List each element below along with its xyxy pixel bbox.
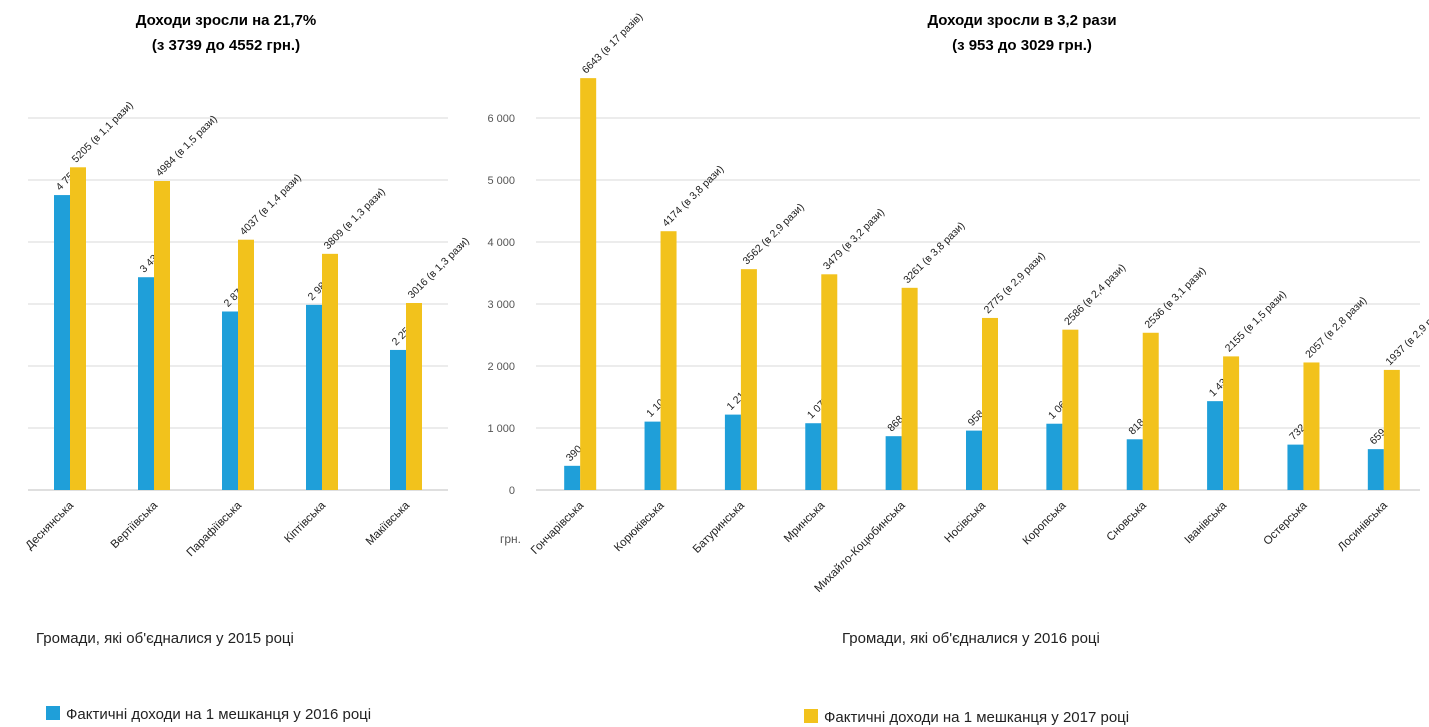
bar-2017 bbox=[1142, 332, 1159, 490]
category-label: Макіївська bbox=[364, 499, 413, 548]
y-axis-unit: грн. bbox=[500, 532, 521, 546]
bar-2016 bbox=[564, 465, 581, 490]
category-label: Батуринська bbox=[691, 499, 747, 555]
data-label-2017: 4984 (в 1,5 рази) bbox=[154, 113, 220, 179]
y-tick-label: 1 000 bbox=[487, 423, 515, 435]
bar-2016 bbox=[1046, 423, 1063, 490]
data-label-2017: 3261 (в 3,8 рази) bbox=[901, 220, 967, 286]
bar-2016 bbox=[222, 311, 238, 490]
category-label: Парафіївська bbox=[185, 499, 245, 559]
category-label: Лосинівська bbox=[1336, 499, 1390, 553]
bar-2016 bbox=[306, 304, 322, 490]
right-chart-title: Доходи зросли в 3,2 рази bbox=[927, 12, 1116, 29]
data-label-2017: 2775 (в 2,9 рази) bbox=[982, 250, 1048, 316]
bar-2016 bbox=[1367, 449, 1384, 490]
bar-2017 bbox=[1303, 362, 1320, 490]
bar-2016 bbox=[390, 349, 406, 490]
y-tick-label: 6 000 bbox=[487, 113, 515, 125]
bar-2017 bbox=[406, 303, 422, 490]
category-label: Коропська bbox=[1021, 499, 1069, 547]
legend-swatch-2016 bbox=[46, 706, 60, 720]
bar-2017 bbox=[821, 274, 838, 490]
data-label-2017: 2536 (в 3,1 рази) bbox=[1142, 265, 1208, 331]
bar-2016 bbox=[1126, 439, 1143, 490]
bar-2017 bbox=[70, 167, 86, 491]
data-label-2017: 3562 (в 2,9 рази) bbox=[741, 201, 807, 267]
data-label-2017: 6643 (в 17 разів) bbox=[580, 11, 646, 77]
category-label: Корюківська bbox=[612, 499, 667, 554]
data-label-2017: 4037 (в 1,4 рази) bbox=[238, 172, 304, 238]
data-label-2017: 5205 (в 1,1 рази) bbox=[70, 99, 136, 165]
right-chart-subtitle: (з 953 до 3029 грн.) bbox=[952, 37, 1092, 54]
data-label-2017: 2155 (в 1,5 рази) bbox=[1223, 288, 1289, 354]
bar-2016 bbox=[805, 423, 822, 490]
bar-2017 bbox=[580, 78, 597, 490]
bar-2016 bbox=[885, 436, 902, 490]
legend-swatch-2017 bbox=[804, 709, 818, 723]
bar-2016 bbox=[724, 414, 741, 490]
bar-2016 bbox=[966, 430, 982, 490]
category-label: Остерська bbox=[1261, 499, 1310, 548]
category-label: Михайло-Коцюбинська bbox=[813, 499, 909, 595]
y-tick-label: 5 000 bbox=[487, 175, 515, 187]
bar-2017 bbox=[1223, 356, 1240, 490]
legend-label-2017: Фактичні доходи на 1 мешканця у 2017 роц… bbox=[824, 709, 1129, 726]
category-label: Гончарівська bbox=[529, 499, 587, 557]
category-label: Деснянська bbox=[24, 499, 77, 552]
bar-2017 bbox=[660, 231, 677, 490]
bar-2016 bbox=[1207, 401, 1224, 490]
category-label: Сновська bbox=[1105, 499, 1150, 544]
right-chart-caption: Громади, які об'єдналися у 2016 році bbox=[842, 630, 1100, 647]
y-tick-label: 2 000 bbox=[487, 361, 515, 373]
data-label-2017: 4174 (в 3,8 рази) bbox=[660, 163, 726, 229]
bar-2016 bbox=[1287, 444, 1304, 490]
bar-2016 bbox=[54, 195, 70, 491]
category-label: Вертіївська bbox=[109, 499, 161, 551]
data-label-2017: 3016 (в 1,3 рази) bbox=[406, 235, 472, 301]
left-chart-title: Доходи зросли на 21,7% bbox=[136, 12, 316, 29]
category-label: Носівська bbox=[943, 499, 989, 545]
bar-2016 bbox=[644, 421, 661, 490]
bar-2017 bbox=[322, 253, 338, 490]
y-tick-label: 0 bbox=[509, 485, 515, 497]
bar-2017 bbox=[1062, 329, 1079, 490]
data-label-2017: 3479 (в 3,2 рази) bbox=[821, 206, 887, 272]
y-tick-label: 3 000 bbox=[487, 299, 515, 311]
data-label-2017: 1937 (в 2,9 рази) bbox=[1383, 302, 1429, 368]
left-chart-caption: Громади, які об'єдналися у 2015 році bbox=[36, 630, 294, 647]
bar-2016 bbox=[138, 277, 154, 490]
data-label-2017: 2586 (в 2,4 рази) bbox=[1062, 262, 1128, 328]
category-label: Іванівська bbox=[1183, 499, 1230, 546]
category-label: Мринська bbox=[782, 499, 828, 545]
bar-2017 bbox=[740, 269, 757, 490]
bar-2017 bbox=[154, 180, 170, 490]
bar-2017 bbox=[238, 239, 254, 490]
bar-2017 bbox=[982, 317, 998, 490]
y-tick-label: 4 000 bbox=[487, 237, 515, 249]
left-chart-subtitle: (з 3739 до 4552 грн.) bbox=[152, 37, 300, 54]
legend-label-2016: Фактичні доходи на 1 мешканця у 2016 роц… bbox=[66, 706, 371, 723]
category-label: Кіптівська bbox=[282, 499, 328, 545]
bar-2017 bbox=[1383, 369, 1400, 490]
bar-2017 bbox=[901, 287, 918, 490]
